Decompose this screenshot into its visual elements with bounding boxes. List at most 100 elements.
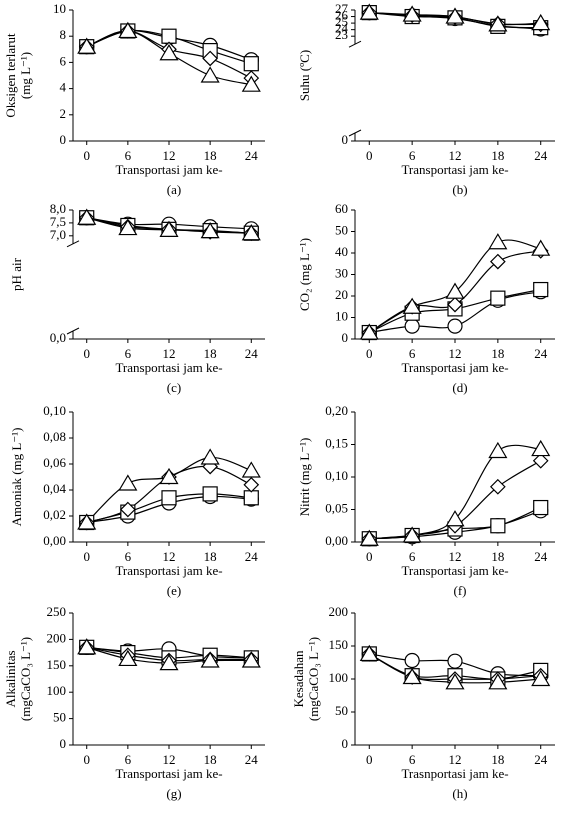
y-tick-label: 20 <box>335 287 348 302</box>
y-tick-label: 0 <box>342 330 349 345</box>
caption: (g) <box>166 786 181 801</box>
marker <box>359 3 379 20</box>
x-tick-label: 6 <box>125 752 132 767</box>
y-tick-label: 27 <box>335 1 349 16</box>
x-tick-label: 24 <box>534 549 548 564</box>
y-tick-label: 0,10 <box>43 403 66 418</box>
y-axis-label: pH air <box>9 257 24 291</box>
y-axis-label: Amoniak (mg L⁻¹) <box>9 428 24 527</box>
marker <box>77 638 97 655</box>
y-tick-label: 26 <box>335 8 349 23</box>
marker <box>159 467 179 485</box>
x-tick-label: 0 <box>366 549 373 564</box>
y-tick-label: 7,5 <box>50 214 66 229</box>
x-tick-label: 12 <box>449 752 462 767</box>
x-axis-label: Transportasi jam ke- <box>115 563 222 578</box>
marker <box>402 667 422 685</box>
x-tick-label: 18 <box>204 752 217 767</box>
caption: (e) <box>167 583 181 598</box>
y-tick-label: 30 <box>335 265 348 280</box>
x-tick-label: 24 <box>245 148 259 163</box>
marker <box>77 513 97 530</box>
y-axis-label: Kesadahan <box>291 650 306 708</box>
x-axis-label: Trasnportasi jam ke- <box>401 766 508 781</box>
marker <box>445 673 465 690</box>
marker <box>447 296 463 313</box>
axis-break <box>348 129 362 137</box>
x-tick-label: 6 <box>409 549 416 564</box>
y-axis-label: (mg L⁻¹) <box>18 52 33 99</box>
marker <box>531 13 551 31</box>
y-tick-label: 8 <box>60 27 67 42</box>
marker <box>159 653 179 671</box>
axis-break <box>348 40 362 48</box>
marker <box>159 220 179 237</box>
x-tick-label: 24 <box>534 346 548 361</box>
x-tick-label: 12 <box>163 148 176 163</box>
x-axis-label: Transportasi jam ke- <box>401 360 508 375</box>
marker <box>161 28 177 44</box>
marker <box>445 510 465 527</box>
y-tick-label: 6 <box>60 53 67 68</box>
marker <box>118 649 138 667</box>
marker <box>447 318 463 334</box>
marker <box>488 441 508 459</box>
x-tick-label: 12 <box>449 148 462 163</box>
marker <box>533 281 549 298</box>
marker <box>241 224 261 241</box>
y-tick-label: 0,20 <box>325 403 348 418</box>
marker <box>359 323 379 340</box>
axis-break <box>66 327 80 335</box>
y-tick-label: 8,0 <box>50 201 66 216</box>
x-tick-label: 12 <box>163 549 176 564</box>
x-tick-label: 24 <box>245 346 259 361</box>
y-axis-label: (mgCaCO₃ L⁻¹) <box>18 637 33 721</box>
y-tick-label: 0,10 <box>325 468 348 483</box>
marker <box>490 518 506 534</box>
x-tick-label: 24 <box>245 549 259 564</box>
x-tick-label: 18 <box>204 346 217 361</box>
marker <box>120 501 136 518</box>
y-tick-label: 200 <box>329 604 349 619</box>
marker <box>359 644 379 662</box>
marker <box>118 218 138 236</box>
caption: (b) <box>452 182 467 197</box>
x-tick-label: 12 <box>449 346 462 361</box>
y-tick-label: 0 <box>342 736 349 751</box>
panel: 0,00 0,05 0,10 0,15 0,20 0 6 12 18 24 Transportasi… <box>297 403 555 598</box>
marker <box>531 669 551 687</box>
caption: (a) <box>167 182 181 197</box>
y-tick-label: 0,05 <box>325 500 348 515</box>
x-tick-label: 0 <box>366 346 373 361</box>
y-tick-label: 100 <box>329 670 349 685</box>
x-tick-label: 0 <box>83 752 90 767</box>
y-tick-label: 10 <box>53 1 66 16</box>
x-tick-label: 6 <box>409 148 416 163</box>
x-tick-label: 18 <box>491 148 504 163</box>
y-tick-label: 2 <box>60 106 67 121</box>
panel: 0 50 100 150 200 250 0 6 12 18 24 Transportasi jam … <box>3 604 265 801</box>
y-tick-label: 60 <box>335 201 348 216</box>
y-axis-label: CO₂ (mg L⁻¹) <box>297 238 312 311</box>
marker <box>359 529 379 546</box>
x-tick-label: 18 <box>204 549 217 564</box>
x-tick-label: 24 <box>245 752 259 767</box>
marker <box>490 290 506 306</box>
y-tick-label: 0,04 <box>43 481 66 496</box>
y-tick-label: 0,0 <box>50 330 66 345</box>
marker <box>531 439 551 457</box>
y-axis-label: Nitrit (mg L⁻¹) <box>297 438 312 517</box>
marker <box>531 239 551 256</box>
y-tick-label: 4 <box>60 80 67 95</box>
marker <box>243 476 260 493</box>
marker <box>490 478 506 495</box>
marker <box>445 282 465 299</box>
x-axis-label: Transportasi jam ke- <box>401 162 508 177</box>
x-axis-label: Transportasi jam ke- <box>115 360 222 375</box>
y-tick-label: 100 <box>47 683 67 698</box>
y-tick-label: 0 <box>342 132 349 147</box>
marker <box>77 208 97 225</box>
y-axis-label: Suhu (ºC) <box>297 50 312 101</box>
marker <box>202 50 218 67</box>
